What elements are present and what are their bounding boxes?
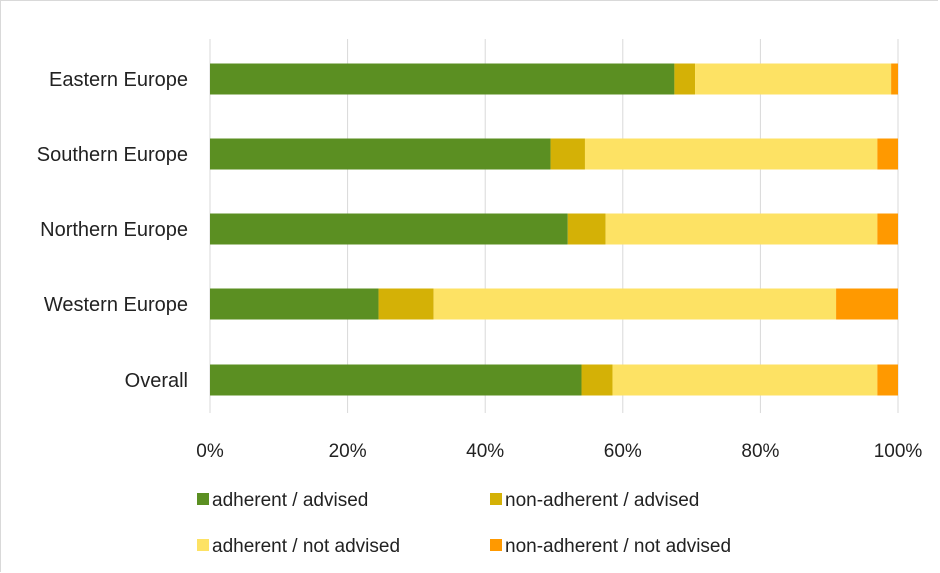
x-tick-label: 80%: [741, 441, 779, 462]
bar-segment-southern-europe-non-adherent-advised: [550, 138, 585, 170]
bar-segment-eastern-europe-adherent-not-advised: [695, 63, 892, 95]
x-tick-label: 40%: [466, 441, 504, 462]
bar-segment-southern-europe-adherent-advised: [210, 138, 551, 170]
bar-segment-northern-europe-non-adherent-not-advised: [877, 213, 898, 245]
legend-label-non-adherent-not-advised: non-adherent / not advised: [505, 536, 731, 557]
bar-segment-overall-non-adherent-advised: [581, 364, 613, 396]
legend: adherent / advised non-adherent / advised…: [197, 490, 731, 557]
legend-swatch-non-adherent-not-advised: [490, 539, 502, 551]
bars: [210, 63, 898, 396]
bar-segment-western-europe-non-adherent-advised: [378, 288, 434, 320]
category-label: Overall: [125, 370, 188, 392]
x-tick-labels: 0% 20% 40% 60% 80% 100%: [196, 441, 922, 462]
legend-swatch-non-adherent-advised: [490, 493, 502, 505]
legend-swatch-adherent-advised: [197, 493, 209, 505]
bar-segment-overall-non-adherent-not-advised: [877, 364, 898, 396]
category-label: Southern Europe: [37, 144, 188, 166]
bar-segment-northern-europe-adherent-advised: [210, 213, 568, 245]
category-label: Eastern Europe: [49, 69, 188, 91]
bar-segment-eastern-europe-non-adherent-not-advised: [891, 63, 898, 95]
bar-segment-western-europe-adherent-advised: [210, 288, 379, 320]
bar-segment-overall-adherent-not-advised: [612, 364, 878, 396]
category-label: Northern Europe: [40, 219, 188, 241]
bar-segment-southern-europe-non-adherent-not-advised: [877, 138, 898, 170]
bar-segment-western-europe-adherent-not-advised: [433, 288, 837, 320]
bar-segment-northern-europe-adherent-not-advised: [605, 213, 878, 245]
x-tick-label: 60%: [604, 441, 642, 462]
legend-label-non-adherent-advised: non-adherent / advised: [505, 490, 699, 511]
category-label: Western Europe: [44, 294, 188, 316]
bar-segment-northern-europe-non-adherent-advised: [567, 213, 606, 245]
bar-segment-eastern-europe-adherent-advised: [210, 63, 675, 95]
category-labels: Eastern Europe Southern Europe Northern Eu…: [37, 69, 188, 392]
x-tick-label: 0%: [196, 441, 224, 462]
legend-swatch-adherent-not-advised: [197, 539, 209, 551]
bar-segment-overall-adherent-advised: [210, 364, 582, 396]
x-tick-label: 100%: [874, 441, 923, 462]
bar-segment-eastern-europe-non-adherent-advised: [674, 63, 696, 95]
bar-segment-western-europe-non-adherent-not-advised: [836, 288, 898, 320]
legend-label-adherent-advised: adherent / advised: [212, 490, 368, 511]
x-tick-label: 20%: [329, 441, 367, 462]
legend-label-adherent-not-advised: adherent / not advised: [212, 536, 400, 557]
bar-segment-southern-europe-adherent-not-advised: [584, 138, 878, 170]
